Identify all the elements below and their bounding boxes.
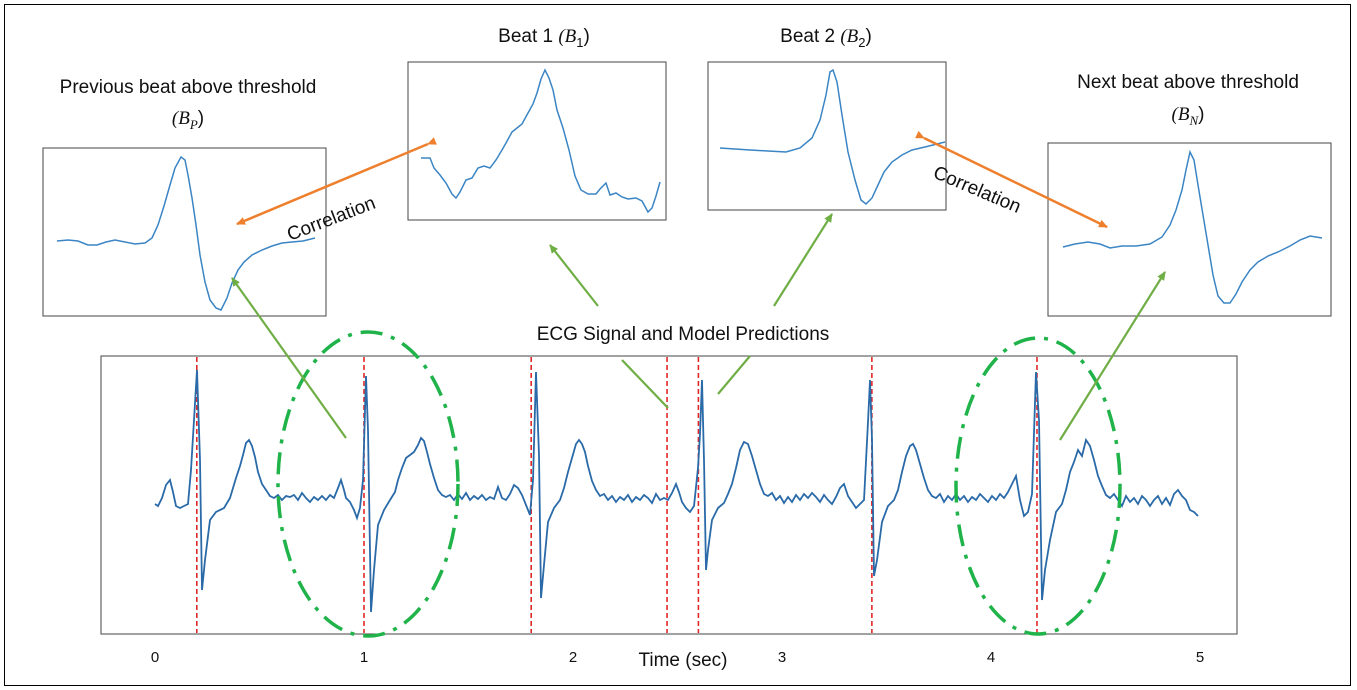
figure-frame: [4, 4, 1351, 686]
x-tick-label-3: 3: [778, 649, 786, 666]
signal-title: ECG Signal and Model Predictions: [537, 324, 830, 345]
ecg-plot: 0 1 2 3 4 5: [100, 355, 1238, 666]
ecg-signal-trace: [154, 369, 1199, 613]
highlight-ellipse-next-beat: [954, 336, 1122, 636]
pointer-arrow-prev: [231, 277, 347, 439]
pointer-arrow-next: [1059, 271, 1166, 441]
x-tick-label-1: 1: [360, 649, 368, 666]
correlation-arrow-left: [236, 137, 437, 226]
beat2-title: Beat 2 (B2): [780, 26, 872, 50]
panel-beat1: [407, 61, 667, 221]
prev-title-symbol: (BP): [172, 108, 204, 132]
pointer-arrow-beat1: [549, 244, 599, 307]
panel-beat2: [707, 61, 947, 211]
beat2-trace: [719, 68, 946, 206]
prev-beat-trace: [56, 155, 316, 311]
x-tick-label-2: 2: [569, 649, 577, 666]
pointer-line-beat2: [717, 355, 751, 395]
panel-prev-beat: [42, 147, 327, 317]
x-tick-label-0: 0: [151, 649, 159, 666]
x-tick-label-5: 5: [1196, 649, 1204, 666]
x-axis-ticks: 0 1 2 3 4 5: [151, 649, 1204, 666]
pointer-line-beat1: [621, 359, 669, 409]
next-title-symbol: (BN): [1172, 104, 1205, 128]
x-axis-label: Time (sec): [638, 650, 727, 671]
prev-title-line1: Previous beat above threshold: [60, 77, 317, 98]
x-tick-label-4: 4: [987, 649, 995, 666]
beat1-title: Beat 1 (B1): [498, 26, 590, 50]
next-beat-trace: [1062, 149, 1323, 304]
correlation-arrow-right: [915, 130, 1108, 229]
pointer-arrow-beat2: [773, 213, 833, 307]
beat1-trace: [421, 68, 661, 214]
next-title-line1: Next beat above threshold: [1077, 72, 1299, 93]
panel-next-beat: [1047, 142, 1332, 317]
highlight-ellipse-beat1: [276, 330, 460, 638]
